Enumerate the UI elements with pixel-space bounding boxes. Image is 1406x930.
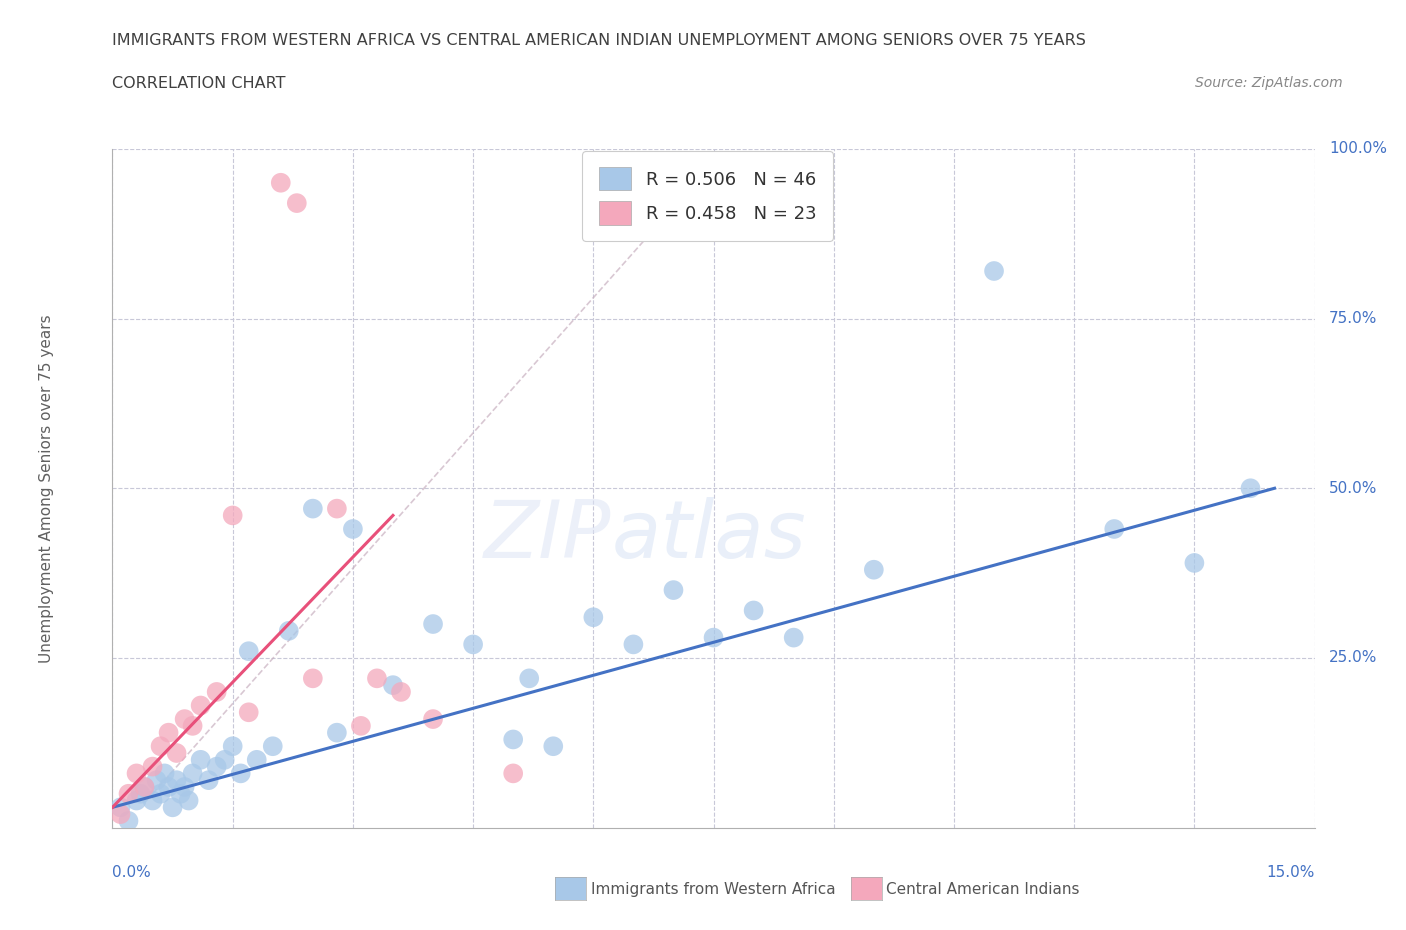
- Point: [222, 508, 245, 523]
- Point: [422, 617, 444, 631]
- Point: [342, 522, 364, 537]
- Point: [117, 814, 139, 829]
- Point: [177, 793, 200, 808]
- Point: [162, 800, 184, 815]
- Point: [110, 806, 132, 821]
- Point: [181, 766, 204, 781]
- Point: [742, 603, 765, 618]
- Text: 75.0%: 75.0%: [1329, 311, 1378, 326]
- Point: [381, 678, 405, 693]
- Point: [301, 671, 323, 685]
- Point: [190, 752, 212, 767]
- Point: [502, 732, 524, 747]
- Point: [229, 766, 252, 781]
- Point: [238, 705, 260, 720]
- Point: [129, 787, 152, 802]
- Text: Central American Indians: Central American Indians: [886, 882, 1080, 897]
- Point: [983, 263, 1005, 278]
- Point: [141, 759, 163, 774]
- Point: [173, 779, 195, 794]
- Text: 25.0%: 25.0%: [1329, 650, 1378, 666]
- Point: [166, 773, 188, 788]
- Text: atlas: atlas: [612, 497, 806, 575]
- Point: [422, 711, 444, 726]
- Point: [246, 752, 269, 767]
- Point: [285, 195, 308, 210]
- Point: [117, 787, 139, 802]
- Point: [166, 746, 188, 761]
- Point: [141, 793, 163, 808]
- Point: [110, 800, 132, 815]
- Point: [1102, 522, 1125, 537]
- Point: [149, 787, 172, 802]
- Point: [582, 610, 605, 625]
- Point: [169, 787, 191, 802]
- Point: [326, 501, 349, 516]
- Point: [197, 773, 219, 788]
- Point: [1184, 555, 1206, 570]
- Point: [134, 779, 156, 794]
- Point: [301, 501, 323, 516]
- Text: 15.0%: 15.0%: [1267, 865, 1315, 880]
- Point: [461, 637, 484, 652]
- Point: [125, 766, 148, 781]
- Point: [238, 644, 260, 658]
- Point: [277, 623, 299, 638]
- Point: [1239, 481, 1261, 496]
- Point: [326, 725, 349, 740]
- Text: Unemployment Among Seniors over 75 years: Unemployment Among Seniors over 75 years: [39, 314, 53, 662]
- Text: CORRELATION CHART: CORRELATION CHART: [112, 76, 285, 91]
- Point: [517, 671, 540, 685]
- Point: [149, 738, 172, 753]
- Point: [214, 752, 236, 767]
- Point: [222, 738, 245, 753]
- Point: [389, 684, 412, 699]
- Text: 50.0%: 50.0%: [1329, 481, 1378, 496]
- Point: [173, 711, 195, 726]
- Point: [502, 766, 524, 781]
- Point: [862, 563, 886, 578]
- Point: [190, 698, 212, 713]
- Text: ZIP: ZIP: [484, 497, 612, 575]
- Point: [205, 759, 228, 774]
- Point: [125, 793, 148, 808]
- Point: [662, 582, 685, 598]
- Point: [350, 718, 373, 733]
- Point: [205, 684, 228, 699]
- Point: [153, 766, 176, 781]
- Point: [621, 637, 644, 652]
- Text: 0.0%: 0.0%: [112, 865, 152, 880]
- Text: Immigrants from Western Africa: Immigrants from Western Africa: [591, 882, 835, 897]
- Text: Source: ZipAtlas.com: Source: ZipAtlas.com: [1195, 76, 1343, 90]
- Legend: R = 0.506   N = 46, R = 0.458   N = 23: R = 0.506 N = 46, R = 0.458 N = 23: [582, 151, 832, 241]
- Point: [270, 175, 292, 191]
- Text: IMMIGRANTS FROM WESTERN AFRICA VS CENTRAL AMERICAN INDIAN UNEMPLOYMENT AMONG SEN: IMMIGRANTS FROM WESTERN AFRICA VS CENTRA…: [112, 33, 1087, 47]
- Point: [181, 718, 204, 733]
- Point: [543, 738, 565, 753]
- Point: [157, 779, 180, 794]
- Text: 100.0%: 100.0%: [1329, 141, 1388, 156]
- Point: [702, 631, 725, 645]
- Point: [782, 631, 804, 645]
- Point: [366, 671, 388, 685]
- Point: [262, 738, 284, 753]
- Point: [145, 773, 167, 788]
- Point: [134, 779, 156, 794]
- Point: [157, 725, 180, 740]
